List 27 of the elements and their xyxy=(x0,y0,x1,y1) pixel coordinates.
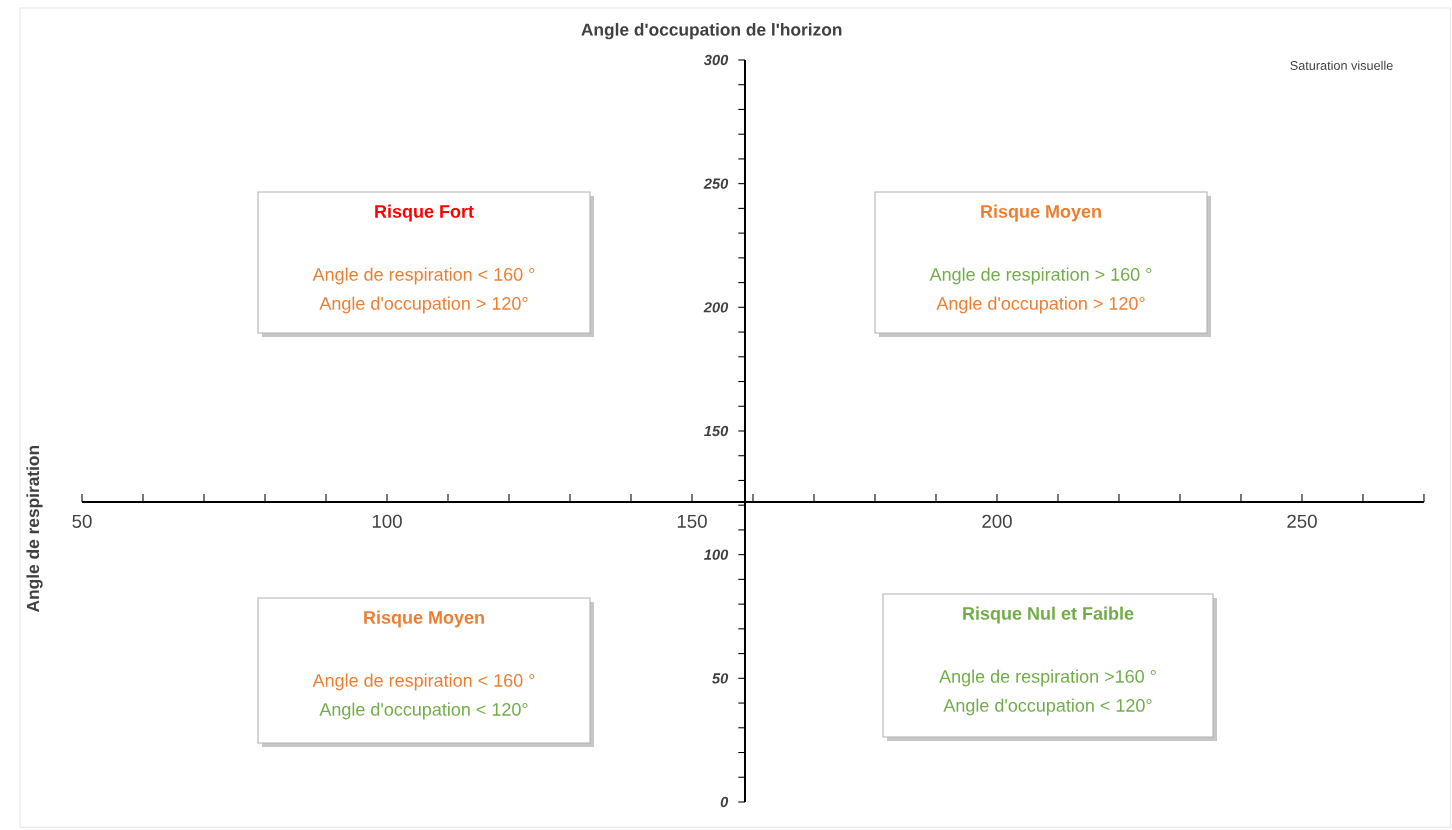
annotation: Angle de respiration >160 ° xyxy=(939,669,1156,687)
annotation: Angle de respiration < 160 ° xyxy=(312,673,535,691)
x-tick-label: 50 xyxy=(72,514,92,528)
x-axis-title: Angle d'occupation de l'horizon xyxy=(581,23,842,40)
y-axis-title: Angle de respiration xyxy=(26,445,43,613)
y-tick-label: 150 xyxy=(704,425,729,437)
annotation: Angle d'occupation > 120° xyxy=(319,296,528,314)
y-tick-label: 100 xyxy=(704,549,729,560)
x-tick-label: 250 xyxy=(1287,514,1317,528)
y-tick-label: 50 xyxy=(712,673,729,684)
annotation: Angle d'occupation < 120° xyxy=(319,702,528,720)
annotation: Risque Moyen xyxy=(981,204,1101,222)
annotation: Saturation visuelle xyxy=(1290,60,1393,70)
annotation: Risque Moyen xyxy=(364,610,484,628)
x-tick-label: 150 xyxy=(677,514,707,528)
x-tick-label: 200 xyxy=(982,514,1012,528)
y-tick-label: 200 xyxy=(703,302,729,313)
y-tick-label: 300 xyxy=(703,54,729,66)
y-tick-label: 0 xyxy=(720,796,729,808)
annotation: Angle de respiration < 160 ° xyxy=(312,267,535,285)
annotation: Angle d'occupation > 120° xyxy=(936,296,1145,314)
x-tick-label: 100 xyxy=(372,514,402,528)
annotation: Risque Nul et Faible xyxy=(963,606,1134,624)
annotation: Risque Fort xyxy=(375,204,474,222)
y-tick-label: 250 xyxy=(703,178,729,189)
annotation: Angle d'occupation < 120° xyxy=(943,698,1152,716)
annotation: Angle de respiration > 160 ° xyxy=(929,267,1152,285)
